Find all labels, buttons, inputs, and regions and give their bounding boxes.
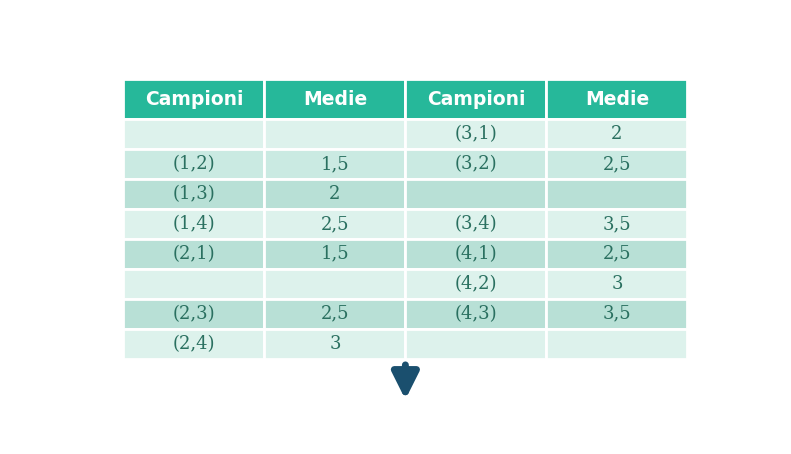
Text: (3,4): (3,4) — [455, 215, 498, 233]
Text: 2,5: 2,5 — [603, 155, 631, 173]
Text: 3: 3 — [611, 275, 623, 293]
Bar — [405, 209, 547, 239]
Text: 1,5: 1,5 — [320, 245, 349, 263]
Text: Campioni: Campioni — [145, 89, 243, 109]
Bar — [405, 149, 547, 179]
Bar — [547, 79, 687, 119]
Bar — [123, 269, 264, 299]
Text: (4,2): (4,2) — [455, 275, 497, 293]
Bar — [405, 119, 547, 149]
Text: 3,5: 3,5 — [603, 215, 631, 233]
Text: 2: 2 — [329, 185, 341, 203]
Text: (4,3): (4,3) — [455, 305, 498, 323]
Text: (3,1): (3,1) — [455, 125, 498, 143]
Text: 1,5: 1,5 — [320, 155, 349, 173]
Bar — [123, 79, 264, 119]
Bar — [264, 299, 406, 329]
Text: (2,3): (2,3) — [172, 305, 215, 323]
Text: (1,4): (1,4) — [172, 215, 215, 233]
Bar — [264, 149, 406, 179]
Bar — [405, 179, 547, 209]
Bar — [264, 79, 406, 119]
Text: 2,5: 2,5 — [320, 305, 349, 323]
Bar — [123, 119, 264, 149]
Text: Campioni: Campioni — [426, 89, 525, 109]
Text: (4,1): (4,1) — [455, 245, 498, 263]
Bar — [264, 209, 406, 239]
Text: (2,1): (2,1) — [172, 245, 215, 263]
Bar — [547, 329, 687, 359]
Bar — [123, 299, 264, 329]
Text: 2,5: 2,5 — [320, 215, 349, 233]
Bar — [547, 119, 687, 149]
Bar — [547, 269, 687, 299]
Text: 2: 2 — [611, 125, 623, 143]
Bar — [547, 299, 687, 329]
Text: 2,5: 2,5 — [603, 245, 631, 263]
Text: (2,4): (2,4) — [172, 335, 215, 353]
Bar — [405, 79, 547, 119]
Bar — [264, 329, 406, 359]
Bar — [547, 179, 687, 209]
Bar — [264, 179, 406, 209]
Bar — [264, 269, 406, 299]
Text: 3: 3 — [329, 335, 341, 353]
Text: 3,5: 3,5 — [603, 305, 631, 323]
Text: Medie: Medie — [303, 89, 367, 109]
Bar — [264, 119, 406, 149]
Bar — [405, 239, 547, 269]
Bar — [123, 329, 264, 359]
Text: (3,2): (3,2) — [455, 155, 498, 173]
Bar — [405, 329, 547, 359]
Bar — [123, 179, 264, 209]
Bar — [547, 239, 687, 269]
Bar — [547, 209, 687, 239]
Bar — [123, 149, 264, 179]
Bar — [405, 299, 547, 329]
Bar — [264, 239, 406, 269]
Bar — [405, 269, 547, 299]
Text: Medie: Medie — [585, 89, 649, 109]
Bar — [123, 209, 264, 239]
Bar — [547, 149, 687, 179]
Bar — [123, 239, 264, 269]
Text: (1,3): (1,3) — [172, 185, 215, 203]
Text: (1,2): (1,2) — [172, 155, 215, 173]
